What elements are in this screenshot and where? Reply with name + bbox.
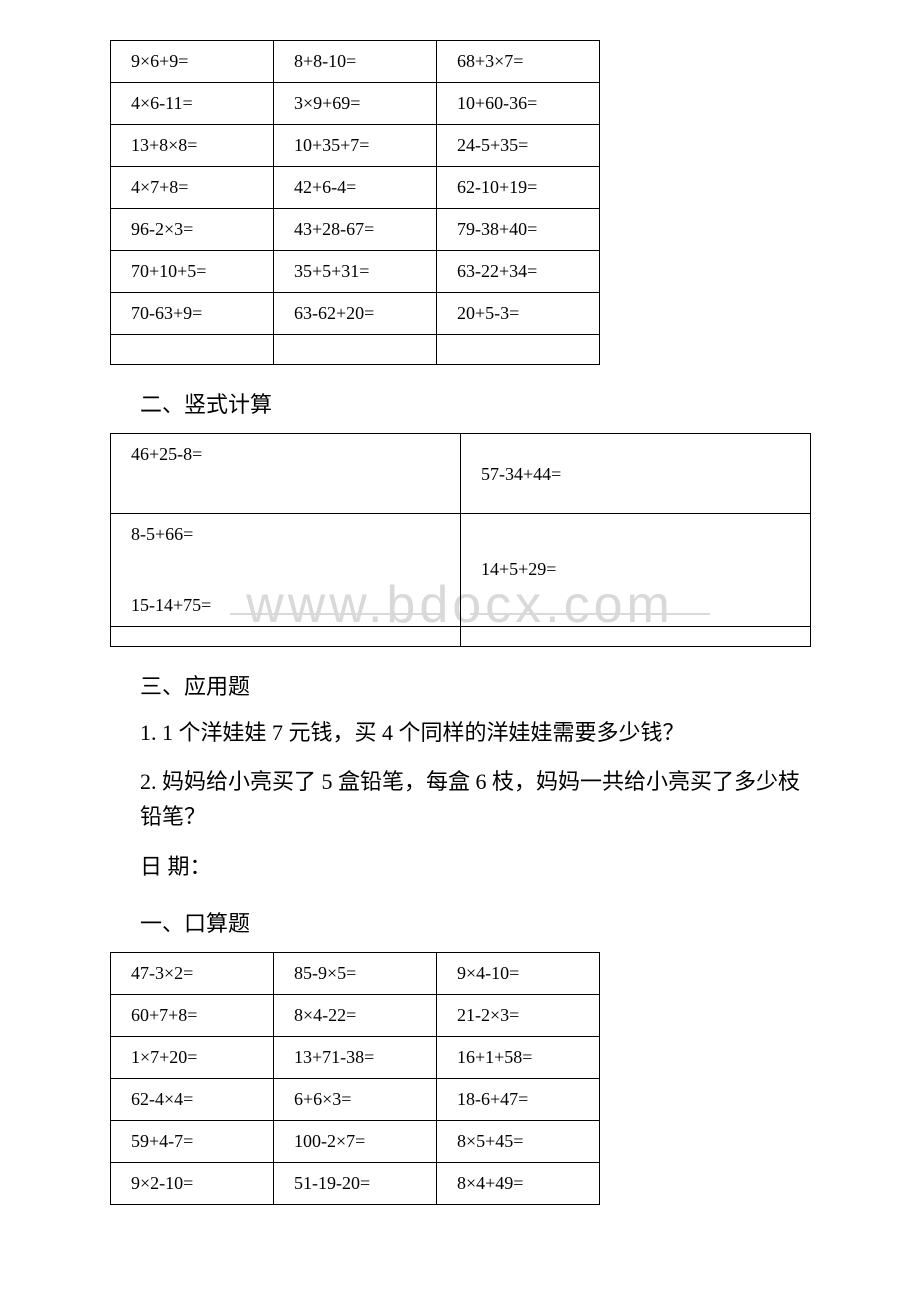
table-row: 59+4-7= 100-2×7= 8×5+45= (111, 1120, 600, 1162)
calc-cell: 46+25-8= (111, 434, 461, 514)
table-row: 1×7+20= 13+71-38= 16+1+58= (111, 1036, 600, 1078)
empty-cell (461, 627, 811, 647)
math-cell: 24-5+35= (437, 125, 600, 167)
math-cell: 4×6-11= (111, 83, 274, 125)
math-cell: 63-22+34= (437, 251, 600, 293)
math-cell: 10+60-36= (437, 83, 600, 125)
math-cell: 62-10+19= (437, 167, 600, 209)
math-cell: 8×4+49= (437, 1162, 600, 1204)
math-cell: 9×2-10= (111, 1162, 274, 1204)
math-cell: 9×4-10= (437, 952, 600, 994)
calc-cell: 57-34+44= (461, 434, 811, 514)
math-cell: 13+8×8= (111, 125, 274, 167)
math-cell: 68+3×7= (437, 41, 600, 83)
math-cell: 21-2×3= (437, 994, 600, 1036)
calc-expr: 8-5+66= (131, 524, 452, 545)
math-cell: 59+4-7= (111, 1120, 274, 1162)
math-cell: 70+10+5= (111, 251, 274, 293)
table-row: 60+7+8= 8×4-22= 21-2×3= (111, 994, 600, 1036)
math-cell: 96-2×3= (111, 209, 274, 251)
mental-math-table-1: 9×6+9= 8+8-10= 68+3×7= 4×6-11= 3×9+69= 1… (110, 40, 600, 365)
table-row: 4×6-11= 3×9+69= 10+60-36= (111, 83, 600, 125)
mental-math-table-2: 47-3×2= 85-9×5= 9×4-10= 60+7+8= 8×4-22= … (110, 952, 600, 1205)
math-cell: 100-2×7= (274, 1120, 437, 1162)
table-row: 9×2-10= 51-19-20= 8×4+49= (111, 1162, 600, 1204)
table-row-empty (111, 627, 811, 647)
table-row: 96-2×3= 43+28-67= 79-38+40= (111, 209, 600, 251)
math-cell: 3×9+69= (274, 83, 437, 125)
math-cell: 20+5-3= (437, 293, 600, 335)
table-row: 62-4×4= 6+6×3= 18-6+47= (111, 1078, 600, 1120)
section-heading-word-problems: 三、应用题 (140, 669, 810, 701)
empty-cell (111, 627, 461, 647)
math-cell: 43+28-67= (274, 209, 437, 251)
math-cell: 8+8-10= (274, 41, 437, 83)
math-cell: 18-6+47= (437, 1078, 600, 1120)
math-cell: 51-19-20= (274, 1162, 437, 1204)
calc-expr: 15-14+75= (131, 595, 452, 616)
math-cell: 4×7+8= (111, 167, 274, 209)
math-cell: 8×5+45= (437, 1120, 600, 1162)
empty-cell (111, 335, 274, 365)
math-cell: 6+6×3= (274, 1078, 437, 1120)
table-row: 8-5+66= 15-14+75= 14+5+29= (111, 514, 811, 627)
math-cell: 85-9×5= (274, 952, 437, 994)
math-cell: 60+7+8= (111, 994, 274, 1036)
math-cell: 79-38+40= (437, 209, 600, 251)
empty-cell (437, 335, 600, 365)
math-cell: 35+5+31= (274, 251, 437, 293)
table-row-empty (111, 335, 600, 365)
word-problem-2: 2. 妈妈给小亮买了 5 盒铅笔，每盒 6 枝，妈妈一共给小亮买了多少枝铅笔？ (140, 764, 810, 834)
math-cell: 13+71-38= (274, 1036, 437, 1078)
math-cell: 63-62+20= (274, 293, 437, 335)
table-row: 70+10+5= 35+5+31= 63-22+34= (111, 251, 600, 293)
math-cell: 47-3×2= (111, 952, 274, 994)
calc-cell: 14+5+29= (461, 514, 811, 627)
table-row: 4×7+8= 42+6-4= 62-10+19= (111, 167, 600, 209)
math-cell: 70-63+9= (111, 293, 274, 335)
math-cell: 8×4-22= (274, 994, 437, 1036)
word-problem-1: 1. 1 个洋娃娃 7 元钱，买 4 个同样的洋娃娃需要多少钱？ (140, 715, 810, 750)
table-row: 13+8×8= 10+35+7= 24-5+35= (111, 125, 600, 167)
empty-cell (274, 335, 437, 365)
date-label: 日 期： (140, 849, 810, 884)
section-heading-vertical: 二、竖式计算 (140, 387, 810, 419)
math-cell: 1×7+20= (111, 1036, 274, 1078)
table-row: 46+25-8= 57-34+44= (111, 434, 811, 514)
table-row: 47-3×2= 85-9×5= 9×4-10= (111, 952, 600, 994)
calc-cell: 8-5+66= 15-14+75= (111, 514, 461, 627)
vertical-calc-table: 46+25-8= 57-34+44= 8-5+66= 15-14+75= 14+… (110, 433, 811, 647)
math-cell: 62-4×4= (111, 1078, 274, 1120)
section-heading-mental-math: 一、口算题 (140, 906, 810, 938)
table-row: 9×6+9= 8+8-10= 68+3×7= (111, 41, 600, 83)
math-cell: 10+35+7= (274, 125, 437, 167)
math-cell: 42+6-4= (274, 167, 437, 209)
table-row: 70-63+9= 63-62+20= 20+5-3= (111, 293, 600, 335)
math-cell: 9×6+9= (111, 41, 274, 83)
math-cell: 16+1+58= (437, 1036, 600, 1078)
